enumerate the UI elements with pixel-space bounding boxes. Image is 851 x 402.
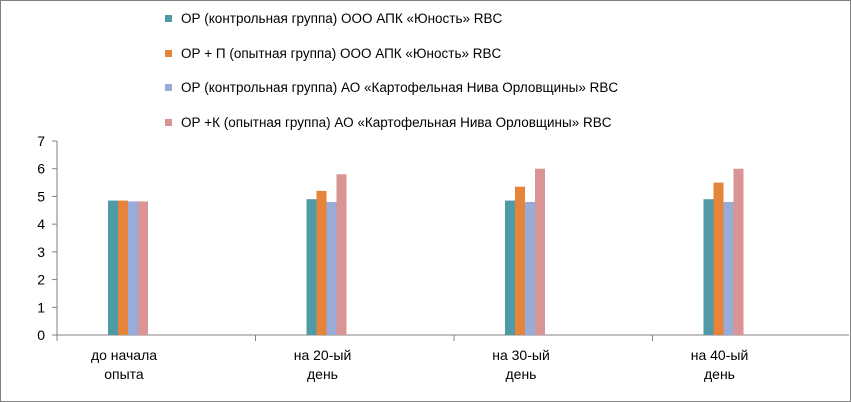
legend-item: ОР +К (опытная группа) АО «Картофельная … [165, 114, 618, 131]
bar [713, 182, 724, 335]
legend-label: ОР (контрольная группа) АО «Картофельная… [181, 80, 619, 95]
bar [316, 190, 327, 335]
bar [128, 201, 138, 335]
x-tick-label: день [506, 366, 537, 382]
bar [525, 201, 535, 335]
bar [723, 201, 734, 335]
legend-item: ОР (контрольная группа) ООО АПК «Юность»… [165, 10, 618, 27]
y-tick-label: 5 [37, 188, 45, 204]
x-tick-label: опыта [104, 366, 144, 382]
y-tick-label: 3 [37, 244, 45, 260]
y-tick-label: 2 [37, 272, 45, 288]
legend-label: ОР +К (опытная группа) АО «Картофельная … [181, 114, 612, 130]
bar [118, 200, 128, 335]
x-tick-label: на 30-ый [492, 347, 550, 363]
x-tick-label: до начала [91, 347, 157, 363]
y-tick-label: 6 [37, 161, 45, 177]
y-tick-label: 7 [37, 133, 45, 149]
bar [326, 201, 337, 335]
bar [138, 201, 148, 335]
legend-swatch [165, 84, 172, 91]
legend-swatch [165, 49, 172, 57]
bar [515, 186, 525, 335]
bar [108, 200, 118, 335]
x-tick-label: день [704, 366, 735, 382]
x-tick-label: на 20-ый [294, 347, 352, 363]
legend-label: ОР + П (опытная группа) ООО АПК «Юность»… [181, 45, 502, 61]
y-tick-label: 0 [37, 327, 45, 343]
bar [535, 168, 545, 335]
x-tick-label: день [307, 366, 338, 382]
bar [703, 199, 714, 335]
legend-swatch [165, 118, 172, 126]
x-tick-label: на 40-ый [691, 347, 749, 363]
legend-item: ОР + П (опытная группа) ООО АПК «Юность»… [165, 45, 618, 62]
bar [336, 174, 347, 335]
bar [306, 199, 317, 335]
legend-label: ОР (контрольная группа) ООО АПК «Юность»… [181, 11, 503, 26]
legend: ОР (контрольная группа) ООО АПК «Юность»… [165, 10, 618, 148]
bar [733, 168, 744, 335]
y-tick-label: 4 [37, 216, 45, 232]
bar [505, 200, 515, 335]
legend-item: ОР (контрольная группа) АО «Картофельная… [165, 79, 618, 96]
legend-swatch [165, 15, 172, 22]
y-tick-label: 1 [37, 299, 45, 315]
